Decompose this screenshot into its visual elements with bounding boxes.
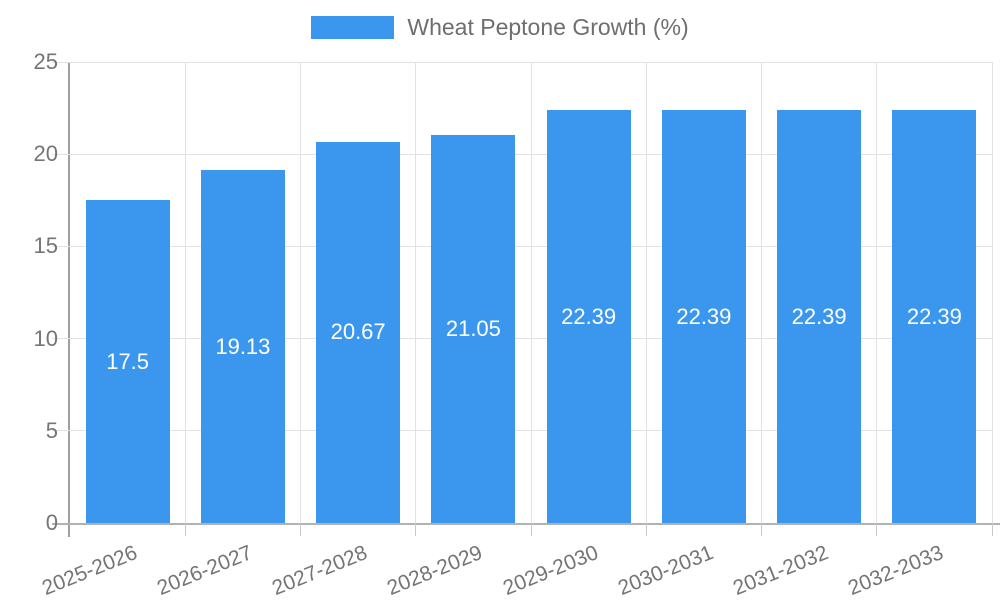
y-gridline [52, 153, 992, 155]
bar-2028-2029[interactable]: 21.05 [431, 134, 516, 523]
x-gridline [761, 62, 762, 523]
x-axis-tick [415, 523, 417, 536]
bar-value-label: 17.5 [106, 348, 150, 374]
bar-2030-2031[interactable]: 22.39 [661, 110, 746, 523]
x-axis-tick [876, 523, 878, 536]
bar-2032-2033[interactable]: 22.39 [892, 110, 977, 523]
x-axis-tick-label: 2029-2030 [499, 541, 602, 600]
plot-area: 17.5 19.13 20.67 21.05 22.39 22.39 22.39 22.39 2… [39, 61, 1000, 600]
x-gridline [184, 62, 186, 523]
bar-2031-2032[interactable]: 22.39 [777, 110, 862, 523]
x-gridline [530, 62, 532, 523]
y-axis-line [68, 62, 70, 537]
x-axis-tick-label: 2032-2033 [845, 541, 947, 600]
y-axis-tick-label: 5 [45, 417, 58, 443]
y-gridline [52, 61, 992, 63]
x-axis-tick [761, 523, 762, 536]
y-axis-tick-label: 25 [33, 49, 58, 74]
legend-label: Wheat Peptone Growth (%) [407, 14, 689, 40]
legend[interactable]: Wheat Peptone Growth (%) [0, 14, 1000, 41]
bar-2025-2026[interactable]: 17.5 [85, 200, 170, 523]
bar-value-label: 22.39 [791, 303, 847, 329]
y-axis-tick-label: 20 [33, 141, 58, 167]
legend-swatch [311, 16, 395, 39]
y-gridline [52, 430, 992, 432]
bar-2026-2027[interactable]: 19.13 [200, 170, 285, 523]
y-axis-tick-label: 10 [33, 325, 58, 351]
bar-value-label: 19.13 [215, 333, 271, 359]
bar-2027-2028[interactable]: 20.67 [316, 141, 401, 523]
x-axis-tick-label: 2025-2026 [38, 541, 141, 600]
x-gridline [876, 62, 878, 523]
x-axis-tick-label: 2031-2032 [730, 541, 832, 600]
bar-value-label: 22.39 [906, 303, 962, 329]
x-axis-line [52, 523, 1000, 525]
x-axis-tick [184, 523, 186, 536]
y-gridline [52, 245, 992, 247]
bar-value-label: 22.39 [676, 303, 732, 329]
y-gridline [52, 338, 992, 340]
bar-value-label: 20.67 [330, 319, 386, 345]
x-gridline [645, 62, 647, 523]
x-axis-tick [530, 523, 532, 536]
x-gridline [300, 62, 301, 523]
y-axis-tick-label: 15 [33, 233, 58, 259]
x-axis-tick [991, 523, 993, 536]
x-gridline [991, 62, 993, 523]
x-axis-tick-label: 2027-2028 [269, 541, 371, 600]
x-axis-tick [645, 523, 647, 536]
x-axis-tick-label: 2028-2029 [384, 541, 486, 600]
x-axis-tick-label: 2030-2031 [614, 541, 717, 600]
bar-2029-2030[interactable]: 22.39 [546, 110, 631, 523]
bar-value-label: 22.39 [561, 303, 617, 329]
x-gridline [415, 62, 417, 523]
x-axis-tick [300, 523, 301, 536]
bar-value-label: 21.05 [445, 315, 501, 341]
y-axis-tick-label: 0 [45, 510, 58, 535]
x-axis-tick-label: 2026-2027 [153, 541, 256, 600]
